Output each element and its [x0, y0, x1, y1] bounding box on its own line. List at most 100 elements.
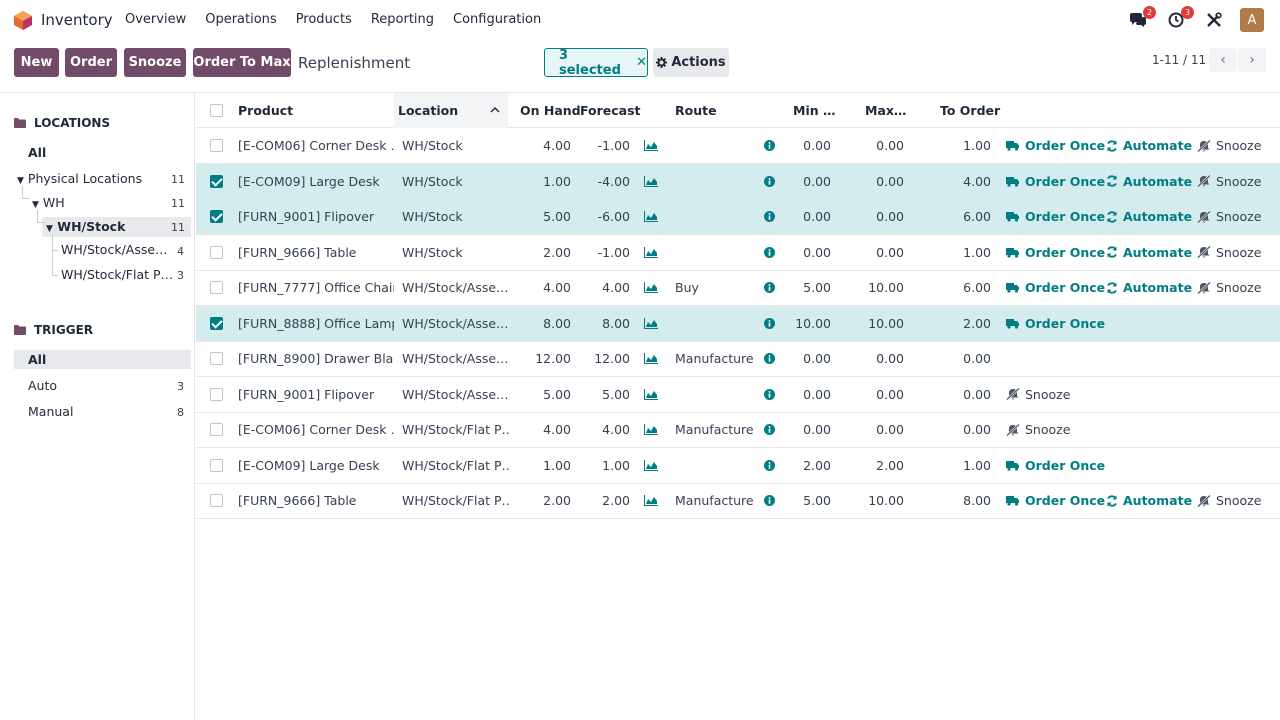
forecast-graph-button[interactable]: [644, 448, 660, 483]
info-button[interactable]: [764, 235, 778, 270]
info-icon[interactable]: [764, 388, 775, 400]
snooze-button[interactable]: Snooze: [124, 48, 186, 77]
info-button[interactable]: [764, 483, 778, 518]
cell-location[interactable]: WH/Stock/Asse…: [402, 351, 509, 366]
row-checkbox[interactable]: [210, 174, 223, 188]
cell-location[interactable]: WH/Stock/Flat P…: [402, 493, 510, 508]
row-checkbox[interactable]: [210, 281, 223, 294]
row-checkbox[interactable]: [210, 494, 223, 507]
header-max[interactable]: Max…: [865, 103, 907, 118]
menu-configuration[interactable]: Configuration: [453, 12, 542, 27]
info-button[interactable]: [764, 306, 778, 341]
activities-button[interactable]: 3: [1164, 6, 1194, 32]
header-product[interactable]: Product: [238, 103, 294, 118]
trigger-manual[interactable]: Manual: [28, 404, 74, 419]
info-button[interactable]: [764, 341, 778, 376]
forecast-graph-button[interactable]: [644, 270, 660, 305]
row-checkbox[interactable]: [210, 139, 223, 152]
automate-button[interactable]: Automate: [1106, 164, 1192, 199]
row-snooze-button[interactable]: Snooze: [1006, 377, 1070, 412]
table-row[interactable]: [E-COM09] Large Desk WH/Stock 1.00 -4.00 0.0…: [196, 163, 1280, 200]
forecast-graph-icon[interactable]: [644, 282, 658, 293]
cell-product[interactable]: [FURN_7777] Office Chair: [238, 280, 394, 295]
row-checkbox[interactable]: [210, 387, 223, 401]
cell-location[interactable]: WH/Stock/Asse…: [402, 386, 509, 402]
forecast-graph-button[interactable]: [644, 199, 660, 234]
menu-operations[interactable]: Operations: [205, 12, 277, 27]
pager-previous-button[interactable]: ‹: [1209, 48, 1237, 72]
automate-button[interactable]: Automate: [1106, 199, 1192, 234]
menu-products[interactable]: Products: [295, 12, 352, 27]
cell-location[interactable]: WH/Stock/Asse…: [402, 280, 509, 295]
info-icon[interactable]: [764, 282, 775, 293]
order-once-button[interactable]: Order Once: [1006, 199, 1105, 234]
row-checkbox[interactable]: [210, 245, 223, 259]
inventory-app-icon[interactable]: [14, 11, 32, 30]
cell-to-order[interactable]: 8.00: [963, 493, 991, 508]
cell-product[interactable]: [FURN_9001] Flipover: [238, 209, 375, 224]
row-checkbox[interactable]: [210, 352, 223, 365]
forecast-graph-icon[interactable]: [644, 317, 658, 329]
forecast-graph-icon[interactable]: [644, 424, 658, 435]
info-button[interactable]: [764, 377, 778, 412]
cell-to-order[interactable]: 1.00: [963, 244, 991, 260]
order-once-button[interactable]: Order Once: [1006, 235, 1105, 270]
cell-product[interactable]: [FURN_9001] Flipover: [238, 386, 375, 402]
header-route[interactable]: Route: [675, 103, 717, 118]
forecast-graph-button[interactable]: [644, 377, 660, 412]
pager-next-button[interactable]: ›: [1238, 48, 1266, 72]
cell-to-order[interactable]: 6.00: [963, 209, 991, 224]
location-wh[interactable]: ▼ WH: [32, 195, 65, 210]
location-wh-stock[interactable]: ▼ WH/Stock: [46, 219, 126, 234]
info-button[interactable]: [764, 270, 778, 305]
automate-button[interactable]: Automate: [1106, 128, 1192, 163]
pager-value[interactable]: 1-11 / 11: [1152, 53, 1207, 67]
row-checkbox[interactable]: [210, 458, 223, 472]
automate-button[interactable]: Automate: [1106, 483, 1192, 518]
info-button[interactable]: [764, 448, 778, 483]
forecast-graph-button[interactable]: [644, 483, 660, 518]
user-avatar[interactable]: A: [1240, 8, 1264, 32]
info-icon[interactable]: [764, 424, 775, 435]
cell-location[interactable]: WH/Stock: [402, 173, 463, 189]
row-snooze-button[interactable]: Snooze: [1197, 128, 1261, 163]
row-checkbox[interactable]: [210, 423, 223, 436]
forecast-graph-icon[interactable]: [644, 388, 658, 400]
forecast-graph-button[interactable]: [644, 412, 660, 447]
cell-to-order[interactable]: 0.00: [963, 351, 991, 366]
order-once-button[interactable]: Order Once: [1006, 483, 1105, 518]
order-once-button[interactable]: Order Once: [1006, 270, 1105, 305]
header-forecast[interactable]: Forecast: [580, 103, 641, 118]
trigger-auto[interactable]: Auto: [28, 378, 58, 393]
unselect-all-icon[interactable]: ✕: [636, 55, 647, 70]
info-button[interactable]: [764, 412, 778, 447]
new-button[interactable]: New: [14, 48, 59, 77]
header-min[interactable]: Min …: [793, 103, 836, 118]
table-row[interactable]: [E-COM06] Corner Desk … WH/Stock 4.00 -1.00…: [196, 128, 1280, 164]
location-wh-stock-assembly[interactable]: WH/Stock/Asse…: [61, 242, 168, 257]
table-row[interactable]: [FURN_9001] Flipover WH/Stock/Asse… 5.00 5.…: [196, 377, 1280, 413]
table-row[interactable]: [FURN_9001] Flipover WH/Stock 5.00 -6.00 0.0…: [196, 199, 1280, 235]
cell-to-order[interactable]: 1.00: [963, 457, 991, 473]
row-snooze-button[interactable]: Snooze: [1006, 412, 1070, 447]
cell-to-order[interactable]: 0.00: [963, 422, 991, 437]
cell-location[interactable]: WH/Stock: [402, 138, 463, 153]
row-snooze-button[interactable]: Snooze: [1197, 164, 1261, 199]
cell-location[interactable]: WH/Stock/Flat P…: [402, 422, 510, 437]
order-button[interactable]: Order: [65, 48, 117, 77]
menu-overview[interactable]: Overview: [125, 12, 187, 27]
app-name[interactable]: Inventory: [41, 11, 113, 29]
header-to-order[interactable]: To Order: [940, 103, 1001, 118]
forecast-graph-icon[interactable]: [644, 175, 658, 187]
cell-location[interactable]: WH/Stock/Flat P…: [402, 457, 510, 473]
forecast-graph-icon[interactable]: [644, 140, 658, 151]
location-physical[interactable]: ▼ Physical Locations: [17, 171, 143, 186]
forecast-graph-button[interactable]: [644, 306, 660, 341]
row-checkbox[interactable]: [210, 316, 223, 330]
actions-button[interactable]: Actions: [653, 48, 729, 77]
header-on-hand[interactable]: On Hand: [520, 103, 581, 118]
forecast-graph-button[interactable]: [644, 341, 660, 376]
forecast-graph-icon[interactable]: [644, 353, 658, 364]
order-once-button[interactable]: Order Once: [1006, 306, 1105, 341]
forecast-graph-icon[interactable]: [644, 211, 658, 222]
